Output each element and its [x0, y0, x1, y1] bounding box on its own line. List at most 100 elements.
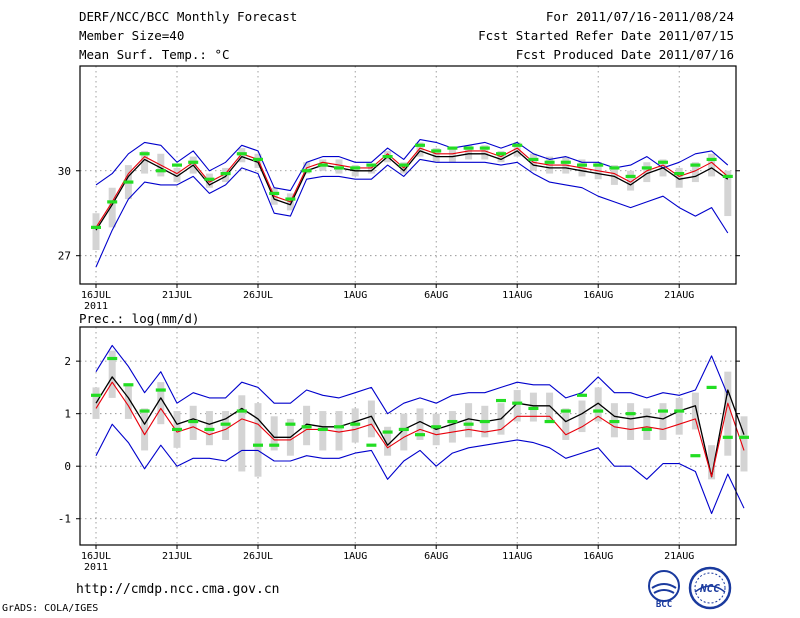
temp-obs-marker [609, 166, 620, 170]
temp-obs-marker [674, 171, 685, 176]
precip-obs-marker [674, 409, 685, 413]
precip-obs-marker [236, 409, 247, 413]
bcc-logo: BCC [648, 570, 680, 610]
temp-obs-marker [382, 154, 393, 159]
precip-obs-marker [496, 398, 506, 403]
precip-obs-marker [382, 430, 393, 434]
precip-spread-box [465, 403, 473, 438]
precip-xtick-label: 6AUG [424, 551, 448, 562]
precip-ytick-label: 1 [64, 408, 71, 421]
precip-spread-box [238, 395, 246, 472]
temp-obs-marker [544, 160, 555, 164]
precip-spread-box [594, 387, 602, 422]
temp-spread-box [141, 150, 149, 174]
precip-obs-marker [188, 419, 199, 424]
fcst-start-date: Fcst Started Refer Date 2011/07/15 [478, 28, 734, 43]
temp-spread-box [513, 142, 521, 157]
precip-panel-frame [79, 326, 737, 546]
precip-spread-box [448, 411, 456, 443]
ncc-logo-text: NCC [699, 582, 720, 595]
temp-obs-marker [139, 152, 150, 156]
precip-obs-marker [204, 427, 215, 432]
temp-spread-box [367, 165, 375, 174]
precip-obs-marker [107, 356, 118, 361]
precip-spread-box [108, 350, 116, 398]
precip-spread-box [627, 403, 635, 440]
temp-obs-marker [690, 163, 701, 167]
precip-xtick-label: 21AUG [664, 551, 694, 562]
temp-xtick-label: 21JUL [162, 290, 192, 301]
temp-obs-marker [722, 174, 733, 179]
member-size: Member Size=40 [79, 28, 185, 43]
precip-panel-title: Prec.: log(mm/d) [79, 311, 200, 326]
precip-obs-marker [544, 419, 555, 424]
temp-spread-box [432, 148, 440, 163]
precip-spread-box [141, 408, 149, 451]
precip-obs-marker [334, 425, 344, 429]
precip-spread-box [659, 403, 667, 440]
precip-ytick-label: 0 [64, 460, 71, 473]
temp-obs-marker [415, 143, 425, 147]
precip-obs-marker [690, 454, 701, 458]
precip-spread-box [546, 392, 554, 422]
temp-panel-frame [79, 65, 737, 285]
temp-obs-marker [593, 163, 604, 167]
temp-obs-marker [350, 166, 361, 170]
precip-obs-marker [415, 433, 425, 437]
precip-obs-marker [269, 443, 280, 447]
precip-spread-box [367, 400, 375, 438]
precip-obs-marker [609, 419, 620, 424]
precip-spread-box [643, 408, 651, 440]
precip-obs-marker [560, 409, 571, 413]
temp-series-mean [95, 150, 729, 231]
precip-spread-box [578, 400, 586, 433]
temp-spread-box [465, 145, 473, 160]
precip-obs-marker [253, 443, 263, 447]
temp-xtick-label: 21AUG [664, 290, 694, 301]
temp-obs-marker [155, 169, 166, 173]
temp-obs-marker [625, 174, 636, 179]
temp-obs-marker [447, 146, 458, 150]
precip-obs-marker [172, 427, 182, 432]
temp-xtick-label: 1AUG [343, 290, 367, 301]
precip-obs-marker [220, 422, 231, 426]
temp-xtick-label: 16JUL [81, 290, 111, 301]
source-url[interactable]: http://cmdp.ncc.cma.gov.cn [76, 582, 280, 597]
temp-series-lower [95, 158, 729, 268]
precip-obs-marker [366, 443, 377, 447]
temp-spread-box [724, 170, 732, 217]
temp-obs-marker [317, 163, 328, 167]
precip-spread-box [157, 382, 165, 425]
temp-spread-box [108, 187, 116, 228]
temp-xtick-label: 16AUG [583, 290, 613, 301]
temp-xtick-label: 26JUL [243, 290, 273, 301]
temp-obs-marker [398, 163, 409, 167]
precip-ytick-label: 2 [64, 355, 71, 368]
temp-xtick-label: 6AUG [424, 290, 448, 301]
forecast-period: For 2011/07/16-2011/08/24 [545, 9, 734, 24]
temp-spread-box [416, 142, 424, 157]
temp-obs-marker [658, 160, 668, 164]
precip-obs-marker [123, 383, 134, 387]
precip-obs-marker [641, 427, 652, 432]
precip-spread-box [675, 397, 683, 435]
temp-spread-box [92, 213, 100, 251]
temp-obs-marker [431, 149, 442, 153]
temp-obs-marker [641, 166, 652, 170]
temp-obs-marker [334, 166, 344, 170]
grads-credit: GrADS: COLA/IGES [2, 603, 99, 614]
precip-series-upper [95, 344, 729, 415]
ncc-logo: NCC [688, 566, 732, 610]
temp-obs-marker [560, 160, 571, 164]
temp-obs-marker [463, 146, 474, 150]
precip-xtick-label: 26JUL [243, 551, 273, 562]
temp-obs-marker [285, 197, 296, 201]
temp-obs-marker [91, 225, 101, 229]
precip-spread-box [513, 390, 521, 422]
precip-series-lower [95, 423, 745, 515]
precip-obs-marker [706, 385, 717, 390]
temp-obs-marker [528, 157, 539, 162]
temp-spread-box [675, 167, 683, 188]
fcst-produced-date: Fcst Produced Date 2011/07/16 [515, 47, 734, 62]
